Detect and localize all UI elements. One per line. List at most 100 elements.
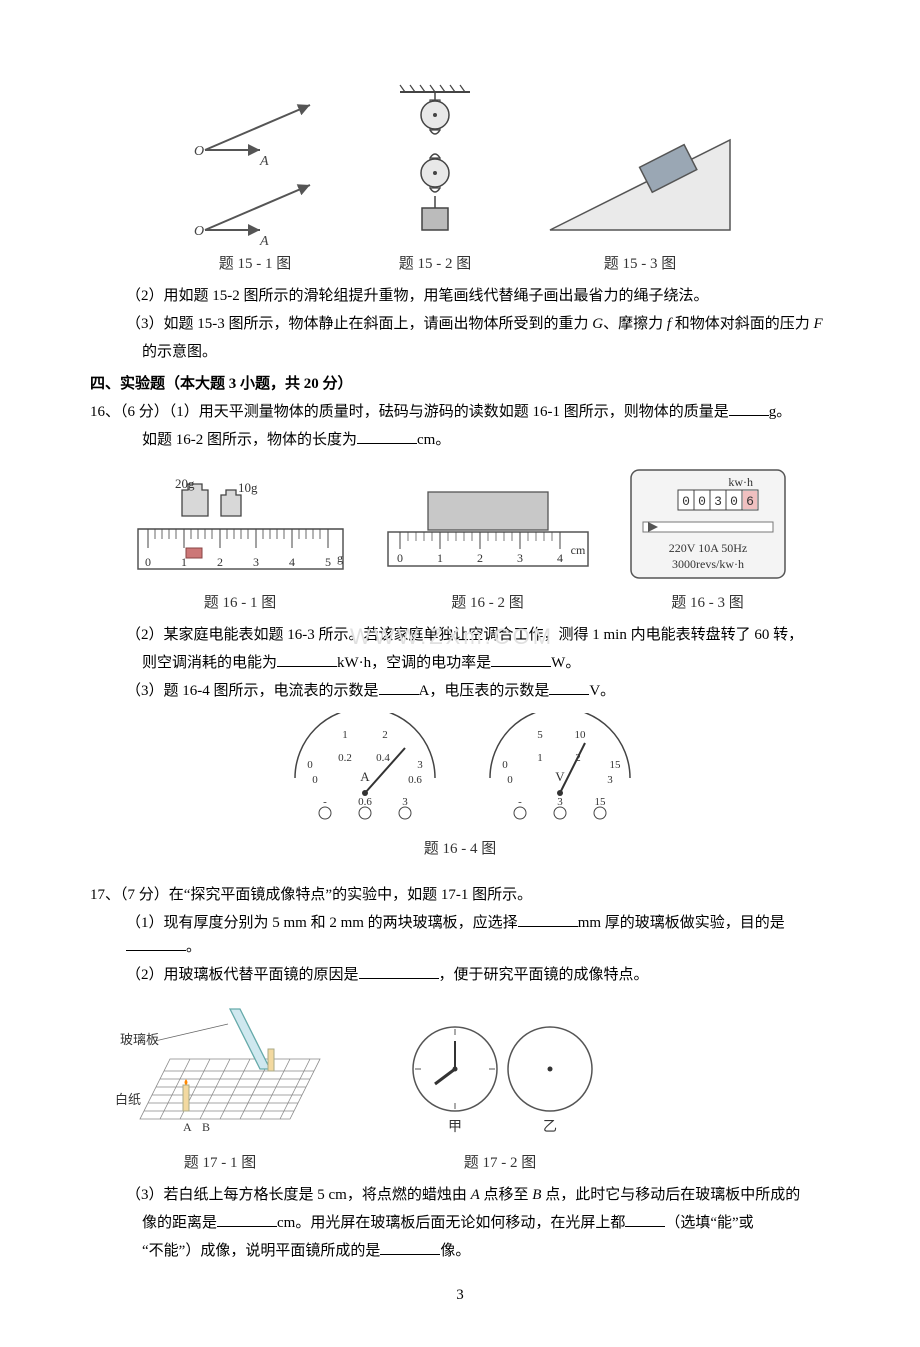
label-A2: A [259,234,269,249]
q17-3-2: 像的距离是 cm。用光屏在玻璃板后面无论如何移动，在光屏上都 （选填“能”或 [90,1211,830,1235]
paper-label: 白纸 [115,1092,141,1107]
rt3: 3 [517,551,523,565]
at2: 3 [402,796,408,808]
fig16-row: 20g 10g 0 1 2 3 4 5 g [90,464,830,615]
rt4: 4 [557,551,563,565]
blank [126,935,186,951]
q15-2: （2）用如题 15-2 图所示的滑轮组提升重物，用笔画线代替绳子画出最省力的绳子… [90,284,830,308]
fig17-row: 玻璃板 白纸 A B 题 17 - 1 图 甲 [90,999,830,1175]
at1: 0.6 [358,796,372,808]
fig15-2-caption: 题 15 - 2 图 [399,252,472,276]
q16-2-2: 则空调消耗的电能为kW·h，空调的电功率是W。 [90,651,830,675]
q15-3-G: G [592,316,603,332]
q16-3c: V。 [589,683,615,699]
blank [217,1211,277,1227]
q15-3: （3）如题 15-3 图所示，物体静止在斜面上，请画出物体所受到的重力 G、摩擦… [90,312,830,336]
v21: 1 [537,752,543,764]
blank [379,679,419,695]
q16-2-1: （2）某家庭电能表如题 16-3 所示。若该家庭单独让空调合工作，测得 1 mi… [90,623,830,647]
label-A1: A [259,154,269,169]
blank [518,911,578,927]
blank [729,400,769,416]
q16-2d: W。 [551,655,580,671]
a21: 0.2 [338,752,352,764]
a23: 0.6 [408,774,422,786]
fig15-1-caption: 题 15 - 1 图 [219,252,292,276]
rt2: 2 [477,551,483,565]
rt0: 0 [397,551,403,565]
vt0: - [518,796,522,808]
d2: 3 [714,494,722,509]
blank [380,1239,440,1255]
ammeter-svg: 0 1 2 3 0 0.2 0.4 0.6 A - 0.6 3 [275,713,450,833]
fig17-2: 甲 乙 题 17 - 2 图 [390,1009,610,1175]
q17-3f: （选填“能”或 [665,1215,753,1231]
fig16-4-row: 0 1 2 3 0 0.2 0.4 0.6 A - 0.6 3 [90,713,830,833]
yi: 乙 [543,1119,557,1135]
fig15-1: O A O A 题 15 - 1 图 [170,90,340,276]
q17-3b: 点移至 [480,1187,533,1203]
em-l1: 220V 10A 50Hz [668,541,746,555]
fig15-3-svg [530,100,750,250]
fig16-3-caption: 题 16 - 3 图 [671,591,744,615]
label-O1: O [194,144,204,159]
d1: 0 [698,494,706,509]
a10: 0 [307,759,313,771]
q17-3d: 像的距离是 [142,1215,217,1231]
fig16-2-caption: 题 16 - 2 图 [451,591,524,615]
q16-head-d: cm。 [417,432,450,448]
q17-1: （1）现有厚度分别为 5 mm 和 2 mm 的两块玻璃板，应选择mm 厚的玻璃… [90,911,830,959]
voltmeter-svg: 0 5 10 15 0 1 2 3 V - 3 15 [470,713,645,833]
a12: 2 [382,729,388,741]
q17-3a: （3）若白纸上每方格长度是 5 cm，将点燃的蜡烛由 [126,1187,471,1203]
q15-3b: 、摩擦力 [603,316,667,332]
fig16-1-svg: 20g 10g 0 1 2 3 4 5 g [128,474,353,589]
q17-3-1: （3）若白纸上每方格长度是 5 cm，将点燃的蜡烛由 A 点移至 B 点，此时它… [90,1183,830,1207]
fig17-1-caption: 题 17 - 1 图 [184,1151,257,1175]
fig16-2-svg: 0 1 2 3 4 cm [378,474,598,589]
em-unit: kw·h [728,475,753,489]
rt1: 1 [437,551,443,565]
w10: 10g [238,480,258,495]
rtu: cm [570,543,585,557]
a-unit: A [360,769,370,784]
fig17-2-caption: 题 17 - 2 图 [464,1151,537,1175]
q17-2: （2）用玻璃板代替平面镜的原因是，便于研究平面镜的成像特点。 [90,963,830,987]
v12: 10 [575,729,587,741]
blank [357,428,417,444]
q17-2b: ，便于研究平面镜的成像特点。 [439,967,649,983]
fig15-3: 题 15 - 3 图 [530,100,750,276]
bt0: 0 [145,555,151,569]
lblA: A [183,1120,192,1134]
blank [491,651,551,667]
fig15-1-svg: O A O A [170,90,340,250]
q17-3-3: “不能”）成像，说明平面镜所成的是像。 [90,1239,830,1263]
a20: 0 [312,774,318,786]
q15-3a: （3）如题 15-3 图所示，物体静止在斜面上，请画出物体所受到的重力 [126,316,592,332]
v-unit: V [555,769,565,784]
v10: 0 [502,759,508,771]
blank [277,651,337,667]
q16-head-b: g。 [769,404,792,420]
fig15-3-caption: 题 15 - 3 图 [604,252,677,276]
q17-3e: cm。用光屏在玻璃板后面无论如何移动，在光屏上都 [277,1215,625,1231]
q15-3c: 和物体对斜面的压力 [671,316,814,332]
q15-3d: 的示意图。 [90,340,830,364]
q16-2c: kW·h，空调的电功率是 [337,655,491,671]
fig17-2-svg: 甲 乙 [390,1009,610,1149]
a13: 3 [417,759,423,771]
q17-3c: 点，此时它与移动后在玻璃板中所成的 [541,1187,800,1203]
q17-3g: “不能”）成像，说明平面镜所成的是 [142,1243,380,1259]
fig16-2: 0 1 2 3 4 cm [378,474,598,615]
fig15-2: 题 15 - 2 图 [380,80,490,276]
w20: 20g [175,476,195,491]
bt4: 4 [289,555,295,569]
A: A [471,1187,480,1203]
d3: 0 [730,494,738,509]
q16-3a: （3）题 16-4 图所示，电流表的示数是 [126,683,379,699]
fig16-1-caption: 题 16 - 1 图 [204,591,277,615]
fig15-row: O A O A 题 15 - 1 图 [90,80,830,276]
at0: - [323,796,327,808]
d0: 0 [682,494,690,509]
q17-head: 17、（7 分）在“探究平面镜成像特点”的实验中，如题 17-1 图所示。 [90,883,830,907]
